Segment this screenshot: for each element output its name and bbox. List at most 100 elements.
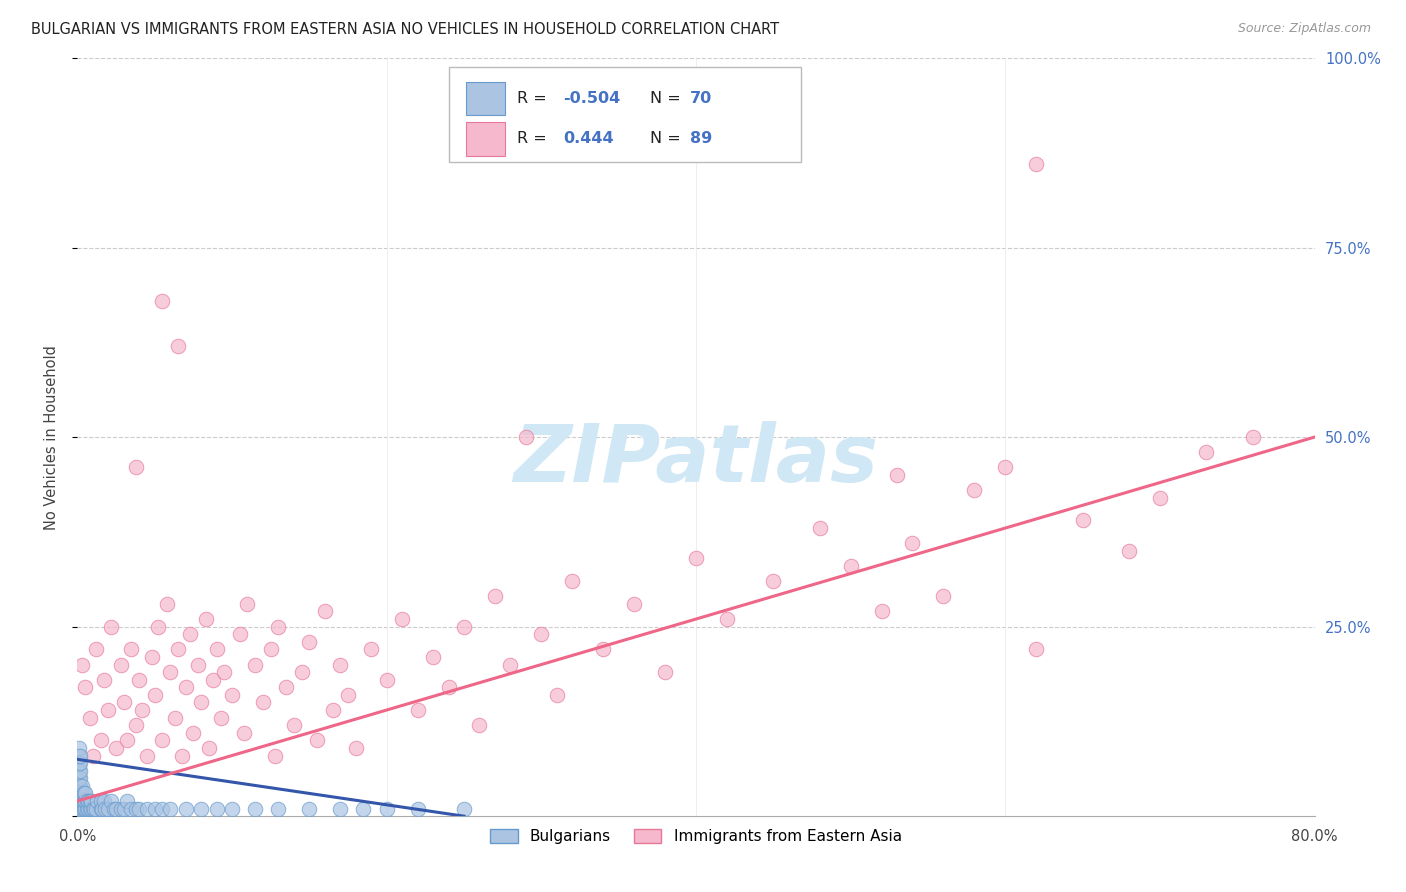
Point xyxy=(82,748,104,763)
Point xyxy=(76,794,98,808)
Point xyxy=(870,605,893,619)
Point xyxy=(76,802,98,816)
Point xyxy=(245,657,267,672)
Point xyxy=(70,779,93,793)
Point xyxy=(1071,513,1094,527)
Point xyxy=(125,718,148,732)
Point xyxy=(932,590,955,604)
Point xyxy=(79,710,101,724)
Point xyxy=(623,597,645,611)
Point xyxy=(72,794,94,808)
Point xyxy=(352,802,374,816)
Text: N =: N = xyxy=(650,91,686,106)
Point xyxy=(337,688,360,702)
Point xyxy=(67,802,90,816)
Point xyxy=(152,802,174,816)
Point xyxy=(121,802,143,816)
Text: 89: 89 xyxy=(690,131,711,146)
Point xyxy=(267,619,290,633)
Point xyxy=(236,597,259,611)
Point xyxy=(468,718,491,732)
Point xyxy=(69,802,91,816)
Point xyxy=(194,612,217,626)
Point xyxy=(77,802,100,816)
Point xyxy=(190,696,212,710)
Point xyxy=(291,665,314,680)
Point xyxy=(70,794,93,808)
Point xyxy=(190,802,212,816)
Point xyxy=(77,794,100,808)
Point xyxy=(121,642,143,657)
Point xyxy=(83,802,105,816)
Point xyxy=(453,802,475,816)
Point xyxy=(264,748,287,763)
Point xyxy=(267,802,290,816)
Point xyxy=(187,657,209,672)
Point xyxy=(79,802,101,816)
Point xyxy=(344,740,367,755)
Point xyxy=(69,748,91,763)
Point xyxy=(82,802,104,816)
Point xyxy=(233,726,256,740)
Y-axis label: No Vehicles in Household: No Vehicles in Household xyxy=(44,344,59,530)
Point xyxy=(67,779,90,793)
Point xyxy=(174,802,197,816)
Point xyxy=(298,635,321,649)
Text: 0.444: 0.444 xyxy=(564,131,614,146)
Point xyxy=(75,794,96,808)
Point xyxy=(125,460,148,475)
Point xyxy=(69,771,91,786)
FancyBboxPatch shape xyxy=(449,67,801,161)
Point xyxy=(143,688,166,702)
Point xyxy=(105,802,127,816)
Point xyxy=(499,657,522,672)
Point xyxy=(276,680,298,694)
Point xyxy=(886,467,908,482)
Point xyxy=(654,665,676,680)
Point xyxy=(179,627,201,641)
Point xyxy=(592,642,614,657)
Point xyxy=(167,339,190,353)
Point xyxy=(901,536,924,550)
Point xyxy=(202,673,225,687)
Point xyxy=(69,756,91,771)
Point xyxy=(131,703,153,717)
Point xyxy=(228,627,252,641)
Point xyxy=(422,649,444,664)
Point xyxy=(375,673,398,687)
Point xyxy=(105,740,127,755)
Point xyxy=(391,612,413,626)
Point xyxy=(75,680,96,694)
Point xyxy=(91,802,114,816)
Point xyxy=(67,740,90,755)
Point xyxy=(314,605,336,619)
Point xyxy=(1149,491,1171,505)
Point xyxy=(143,802,166,816)
Point xyxy=(174,680,197,694)
Point xyxy=(80,794,103,808)
Point xyxy=(94,802,117,816)
Point xyxy=(67,748,90,763)
Point xyxy=(329,802,352,816)
Point xyxy=(79,794,101,808)
Point xyxy=(136,748,159,763)
Text: N =: N = xyxy=(650,131,686,146)
Point xyxy=(75,787,96,801)
Point xyxy=(716,612,738,626)
Point xyxy=(762,574,785,589)
Point xyxy=(283,718,305,732)
Point xyxy=(69,764,91,778)
Point xyxy=(90,733,111,747)
Point xyxy=(360,642,382,657)
Point xyxy=(329,657,352,672)
Point xyxy=(86,794,108,808)
Point xyxy=(115,794,138,808)
Text: 70: 70 xyxy=(690,91,711,106)
Point xyxy=(84,802,107,816)
Point xyxy=(70,787,93,801)
Point xyxy=(80,802,103,816)
Point xyxy=(67,771,90,786)
Point xyxy=(136,802,159,816)
Point xyxy=(128,802,150,816)
Point xyxy=(205,642,228,657)
